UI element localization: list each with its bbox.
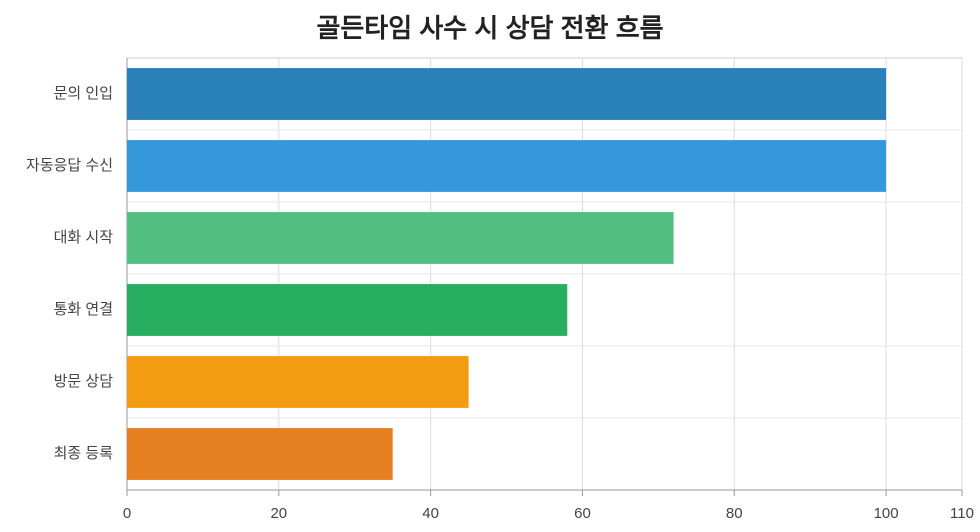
y-tick-label: 최종 등록 [54, 445, 114, 462]
chart-title: 골든타임 사수 시 상담 전환 흐름 [316, 13, 663, 43]
x-tick-label: 40 [422, 505, 439, 522]
y-tick-label: 자동응답 수신 [26, 157, 113, 174]
bar [127, 212, 674, 264]
y-tick-label: 대화 시작 [54, 229, 114, 246]
bar [127, 428, 393, 480]
x-tick-label: 0 [123, 505, 131, 522]
x-tick-label: 110 [950, 505, 974, 522]
x-tick-label: 100 [874, 505, 899, 522]
bar [127, 140, 887, 192]
y-tick-label: 통화 연결 [54, 301, 113, 318]
bar [127, 284, 568, 336]
bar [127, 356, 469, 408]
x-tick-label: 60 [574, 505, 591, 522]
y-tick-label: 방문 상담 [54, 373, 114, 390]
x-tick-label: 20 [270, 505, 287, 522]
y-tick-label: 문의 인입 [54, 85, 113, 102]
bar [127, 68, 887, 120]
x-tick-label: 80 [726, 505, 743, 522]
